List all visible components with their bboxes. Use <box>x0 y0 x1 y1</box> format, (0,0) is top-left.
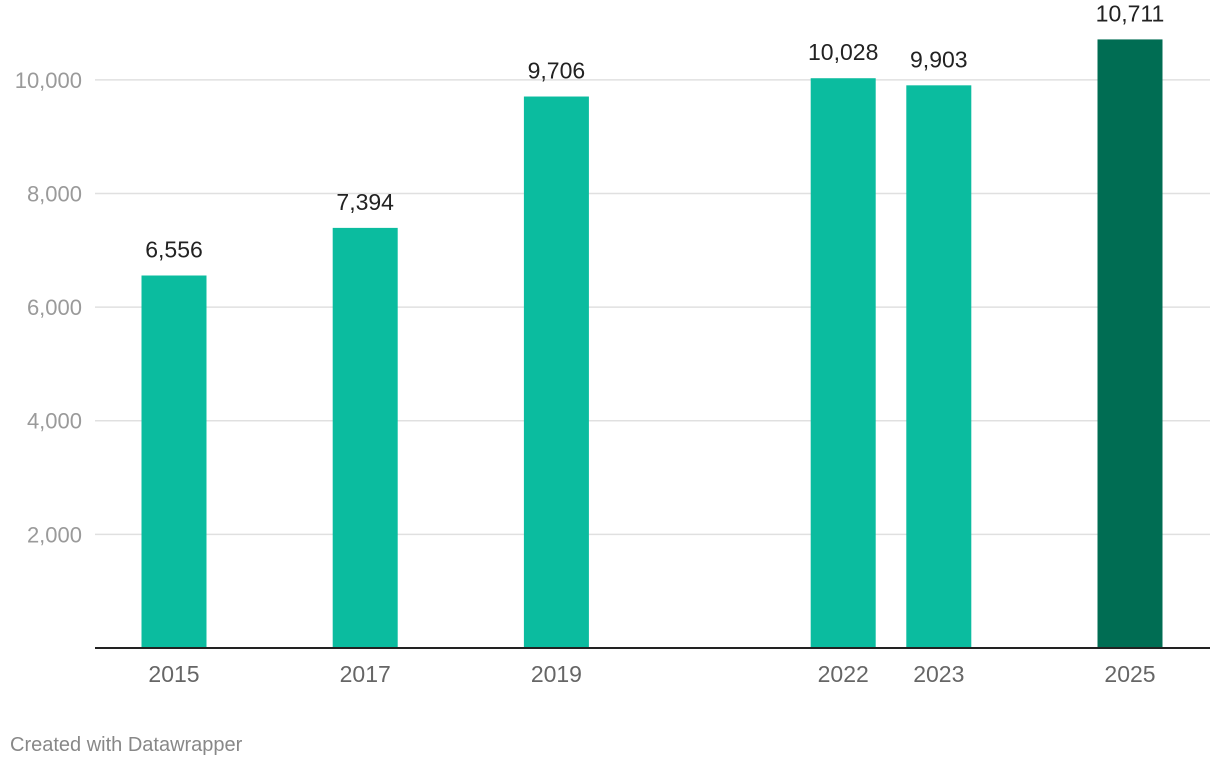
footer-credit: Created with Datawrapper <box>10 734 243 756</box>
x-tick-label: 2015 <box>148 661 199 687</box>
data-label-2022: 10,028 <box>808 39 878 65</box>
gridlines <box>95 79 1210 536</box>
y-tick-label: 4,000 <box>27 409 82 434</box>
x-tick-label: 2017 <box>340 661 391 687</box>
data-label-2023: 9,903 <box>910 46 968 72</box>
y-tick-label: 6,000 <box>27 295 82 320</box>
data-label-2019: 9,706 <box>528 58 586 84</box>
bar-2019 <box>523 96 589 649</box>
x-tick-label: 2019 <box>531 661 582 687</box>
x-axis-ticks: 2015 2017 2019 2022 2023 2025 <box>148 661 1155 687</box>
x-tick-label: 2023 <box>913 661 964 687</box>
y-tick-label: 2,000 <box>27 522 82 547</box>
bar-2023 <box>906 85 972 649</box>
y-axis-ticks: 2,000 4,000 6,000 8,000 10,000 <box>15 68 82 548</box>
data-labels: 6,556 7,394 9,706 10,028 9,903 10,711 <box>145 0 1164 262</box>
bar-2017 <box>332 227 398 649</box>
bars <box>141 39 1163 649</box>
y-tick-label: 8,000 <box>27 181 82 206</box>
bar-2025 <box>1097 39 1163 648</box>
data-label-2017: 7,394 <box>336 189 394 215</box>
bar-2022 <box>810 78 876 648</box>
data-label-2015: 6,556 <box>145 237 203 263</box>
data-label-2025: 10,711 <box>1096 0 1165 26</box>
bar-2015 <box>141 275 207 648</box>
x-tick-label: 2022 <box>818 661 869 687</box>
x-tick-label: 2025 <box>1104 661 1155 687</box>
y-tick-label: 10,000 <box>15 68 82 93</box>
